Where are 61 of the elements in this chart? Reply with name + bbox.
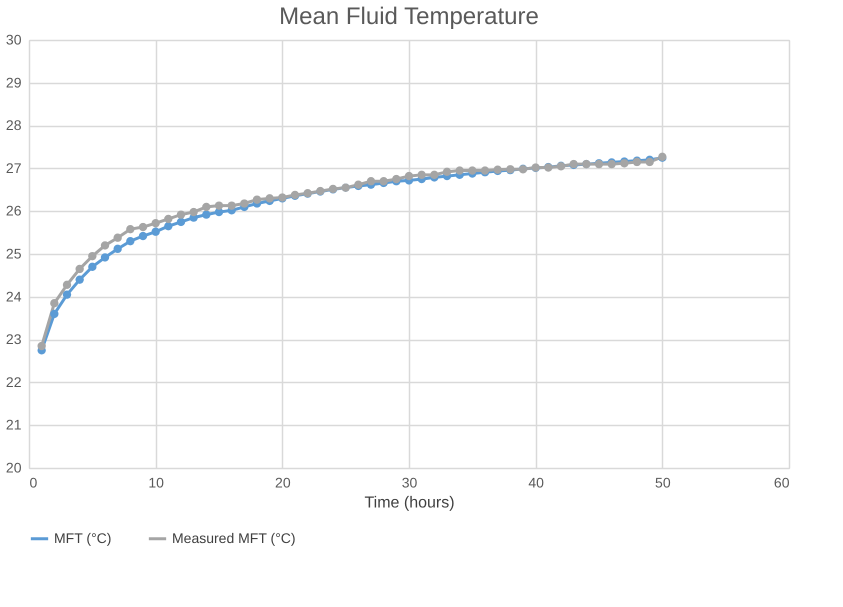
point	[214, 201, 224, 210]
point	[189, 208, 198, 216]
point	[151, 219, 160, 228]
point	[202, 202, 211, 212]
point	[392, 174, 401, 184]
y-tick-label: 29	[6, 74, 22, 90]
y-tick-label: 22	[6, 374, 22, 390]
point	[151, 228, 160, 236]
point	[113, 234, 122, 242]
y-tick-label: 27	[6, 160, 22, 176]
point	[442, 168, 452, 176]
point	[50, 310, 59, 318]
point	[75, 264, 84, 274]
point	[126, 225, 135, 234]
point	[113, 244, 122, 254]
point	[240, 199, 249, 208]
y-tick-label: 30	[6, 32, 22, 48]
point	[202, 210, 211, 219]
point	[417, 170, 426, 179]
point	[88, 252, 97, 260]
point	[366, 177, 376, 186]
point	[430, 170, 439, 179]
x-tick-label: 20	[275, 474, 291, 490]
point	[37, 342, 46, 350]
point	[62, 290, 72, 299]
x-tick-label: 60	[774, 474, 790, 490]
point	[138, 222, 148, 232]
point	[100, 253, 110, 262]
x-tick-label: 10	[148, 474, 164, 490]
point	[227, 201, 236, 210]
point	[50, 299, 59, 308]
x-tick-label: 40	[528, 474, 544, 490]
point	[126, 236, 135, 246]
point	[164, 222, 173, 230]
y-tick-label: 25	[6, 246, 22, 262]
y-tick-label: 23	[6, 331, 22, 348]
point	[88, 262, 97, 272]
legend-label: Measured MFT (°C)	[172, 530, 296, 546]
y-tick-label: 28	[6, 117, 22, 134]
point	[252, 195, 262, 204]
chart-title: Mean Fluid Temperature	[279, 3, 539, 30]
point	[265, 194, 274, 203]
y-tick-label: 24	[6, 288, 22, 304]
point	[138, 232, 148, 240]
point	[404, 172, 414, 180]
x-tick-label: 30	[402, 474, 418, 490]
point	[176, 210, 186, 219]
x-tick-label: 0	[30, 474, 38, 490]
point	[75, 276, 84, 284]
y-tick-label: 26	[6, 202, 22, 219]
y-tick-label: 20	[6, 460, 22, 476]
point	[468, 166, 477, 175]
point	[164, 214, 173, 224]
point	[455, 166, 464, 175]
point	[176, 218, 186, 226]
x-axis-title: Time (hours)	[364, 494, 455, 512]
x-tick-label: 50	[655, 474, 671, 490]
point	[62, 280, 72, 289]
y-tick-label: 21	[6, 416, 22, 433]
point	[100, 241, 110, 250]
legend-label: MFT (°C)	[54, 530, 112, 546]
